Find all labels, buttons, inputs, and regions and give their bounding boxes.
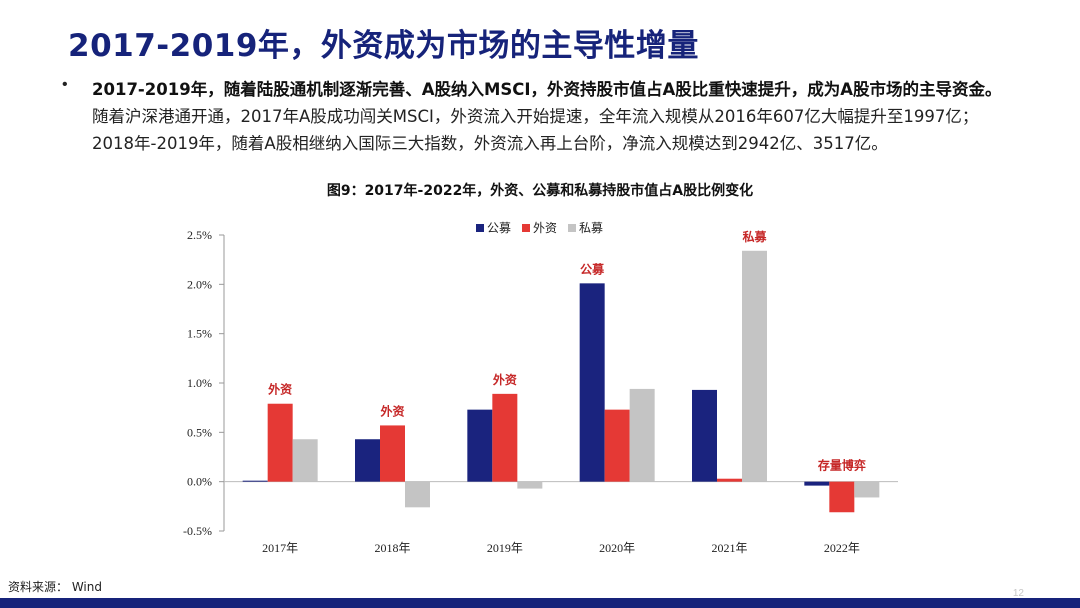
annotation-label: 存量博弈 xyxy=(817,458,866,473)
annotation-label: 公募 xyxy=(580,261,605,276)
y-tick-label: 2.0% xyxy=(187,277,212,291)
legend-label: 公募 xyxy=(487,221,511,235)
legend-swatch-外资 xyxy=(522,224,530,232)
legend-label: 私募 xyxy=(579,221,603,235)
bar-公募-2022年 xyxy=(804,481,830,486)
bar-外资-2021年 xyxy=(717,478,742,482)
bar-公募-2017年 xyxy=(242,480,268,482)
x-tick-label: 2021年 xyxy=(711,541,747,555)
bar-公募-2021年 xyxy=(692,389,717,482)
x-tick-label: 2019年 xyxy=(487,541,523,555)
x-tick-label: 2018年 xyxy=(374,541,410,555)
bar-私募-2017年 xyxy=(292,439,318,482)
bullet-marker: • xyxy=(62,76,68,93)
bullet-bold-text: 2017-2019年，随着陆股通机制逐渐完善、A股纳入MSCI，外资持股市值占A… xyxy=(92,80,1002,99)
source-note: 资料来源： Wind xyxy=(8,580,102,594)
bar-私募-2019年 xyxy=(517,481,543,489)
bullet-text: 2017-2019年，随着陆股通机制逐渐完善、A股纳入MSCI，外资持股市值占A… xyxy=(92,76,1012,157)
y-tick-label: 0.0% xyxy=(187,475,212,489)
bar-私募-2022年 xyxy=(854,481,880,498)
bar-外资-2020年 xyxy=(604,409,630,482)
bar-私募-2018年 xyxy=(405,481,430,508)
y-tick-label: -0.5% xyxy=(183,524,212,538)
annotation-label: 私募 xyxy=(741,229,767,244)
bar-外资-2017年 xyxy=(267,403,293,482)
bar-外资-2022年 xyxy=(829,481,855,513)
annotation-label: 外资 xyxy=(380,403,404,418)
x-tick-label: 2022年 xyxy=(824,541,860,555)
legend-swatch-公募 xyxy=(476,224,484,232)
slide-title: 2017-2019年，外资成为市场的主导性增量 xyxy=(68,28,699,64)
legend-swatch-私募 xyxy=(568,224,576,232)
legend-label: 外资 xyxy=(533,221,557,235)
x-tick-label: 2020年 xyxy=(599,541,635,555)
bar-公募-2020年 xyxy=(579,283,605,482)
annotation-label: 外资 xyxy=(493,372,517,387)
y-tick-label: 2.5% xyxy=(187,228,212,242)
bullet-normal-text: 随着沪深港通开通，2017年A股成功闯关MSCI，外资流入开始提速，全年流入规模… xyxy=(92,107,979,153)
bar-私募-2021年 xyxy=(742,250,767,482)
footer-bar xyxy=(0,598,1080,608)
y-tick-label: 1.5% xyxy=(187,327,212,341)
bar-外资-2018年 xyxy=(380,425,405,482)
bar-公募-2019年 xyxy=(467,409,493,482)
bar-外资-2019年 xyxy=(492,393,518,482)
x-tick-label: 2017年 xyxy=(262,541,298,555)
y-tick-label: 1.0% xyxy=(187,376,212,390)
annotation-label: 外资 xyxy=(268,382,292,397)
bar-公募-2018年 xyxy=(355,439,380,482)
bar-私募-2020年 xyxy=(629,388,655,482)
figure-caption: 图9：2017年-2022年，外资、公募和私募持股市值占A股比例变化 xyxy=(326,183,754,199)
page-number: 12 xyxy=(1012,588,1024,599)
y-tick-label: 0.5% xyxy=(187,425,212,439)
